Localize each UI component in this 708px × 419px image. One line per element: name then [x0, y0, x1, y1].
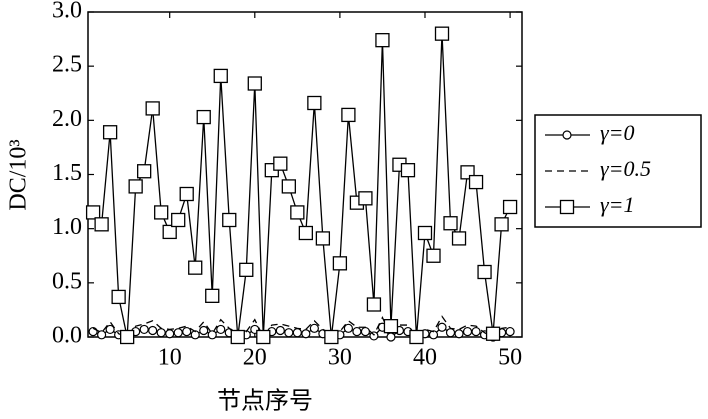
point: [386, 332, 396, 342]
point: [485, 326, 501, 341]
point: [196, 109, 211, 125]
point: [309, 323, 319, 333]
point: [400, 163, 416, 178]
y-tick-label: 2.5: [52, 52, 82, 78]
point: [154, 205, 169, 220]
y-tick-label: 0.0: [52, 323, 82, 349]
point: [332, 256, 348, 271]
point: [207, 330, 217, 340]
y-tick-label: 3.0: [52, 0, 82, 24]
legend-label: γ=1: [600, 192, 635, 217]
series-line: [92, 33, 511, 338]
point: [247, 76, 262, 91]
point: [358, 191, 373, 206]
point: [409, 329, 424, 345]
point: [205, 288, 220, 303]
point: [222, 212, 237, 228]
point: [119, 329, 135, 345]
point: [171, 212, 186, 228]
point: [111, 289, 126, 305]
legend-marker: [562, 130, 572, 140]
point: [281, 179, 296, 194]
point: [360, 326, 371, 337]
point: [128, 179, 143, 194]
point: [239, 262, 254, 277]
y-tick-label: 2.0: [52, 106, 82, 132]
point: [148, 325, 158, 336]
point: [468, 174, 484, 190]
point: [216, 324, 226, 335]
point: [188, 260, 203, 275]
point: [105, 324, 115, 335]
x-tick-label: 10: [158, 345, 182, 371]
legend-label: γ=0.5: [600, 156, 651, 181]
point: [341, 107, 356, 123]
point: [505, 326, 515, 337]
legend-marker: [559, 199, 575, 215]
point: [139, 324, 149, 335]
point: [298, 225, 314, 241]
y-tick-label: 1.5: [52, 160, 82, 186]
point: [462, 326, 473, 337]
point: [375, 33, 390, 48]
point: [315, 231, 331, 246]
point: [383, 319, 399, 334]
point: [137, 164, 152, 179]
y-axis-label: DC/10³: [6, 139, 32, 210]
y-tick-label: 1.0: [52, 214, 82, 240]
point: [443, 216, 458, 231]
point: [182, 326, 192, 337]
point: [292, 328, 302, 338]
point: [477, 264, 492, 280]
point: [502, 199, 518, 215]
point: [426, 248, 441, 263]
point: [284, 328, 294, 338]
point: [445, 328, 456, 338]
point: [366, 297, 382, 312]
point: [290, 205, 305, 220]
point: [85, 205, 101, 220]
point: [275, 325, 285, 336]
x-tick-label: 40: [413, 345, 437, 371]
plot-frame: [87, 11, 523, 338]
point: [494, 217, 509, 232]
point: [343, 323, 353, 333]
point: [256, 329, 271, 345]
point: [179, 186, 194, 202]
point: [352, 326, 362, 337]
point: [165, 329, 175, 339]
point: [145, 101, 160, 116]
point: [230, 329, 245, 345]
point: [273, 156, 288, 171]
point: [301, 329, 311, 339]
point: [428, 330, 439, 340]
point: [307, 95, 322, 111]
point: [173, 328, 183, 338]
x-tick-label: 30: [328, 345, 352, 371]
point: [102, 125, 118, 140]
point: [97, 330, 107, 340]
legend-label: γ=0: [600, 120, 635, 145]
point: [437, 322, 447, 332]
point: [324, 329, 339, 345]
point: [162, 224, 177, 240]
point: [417, 225, 433, 241]
point: [471, 326, 481, 337]
y-tick-label: 0.5: [52, 268, 82, 294]
point: [213, 68, 228, 84]
x-axis-label: 节点序号: [217, 388, 313, 415]
point: [94, 217, 109, 232]
point: [454, 329, 464, 339]
point: [434, 26, 450, 41]
x-tick-label: 20: [243, 345, 267, 371]
point: [156, 328, 166, 338]
point: [451, 231, 467, 246]
point: [199, 325, 209, 336]
x-tick-label: 50: [498, 345, 522, 371]
